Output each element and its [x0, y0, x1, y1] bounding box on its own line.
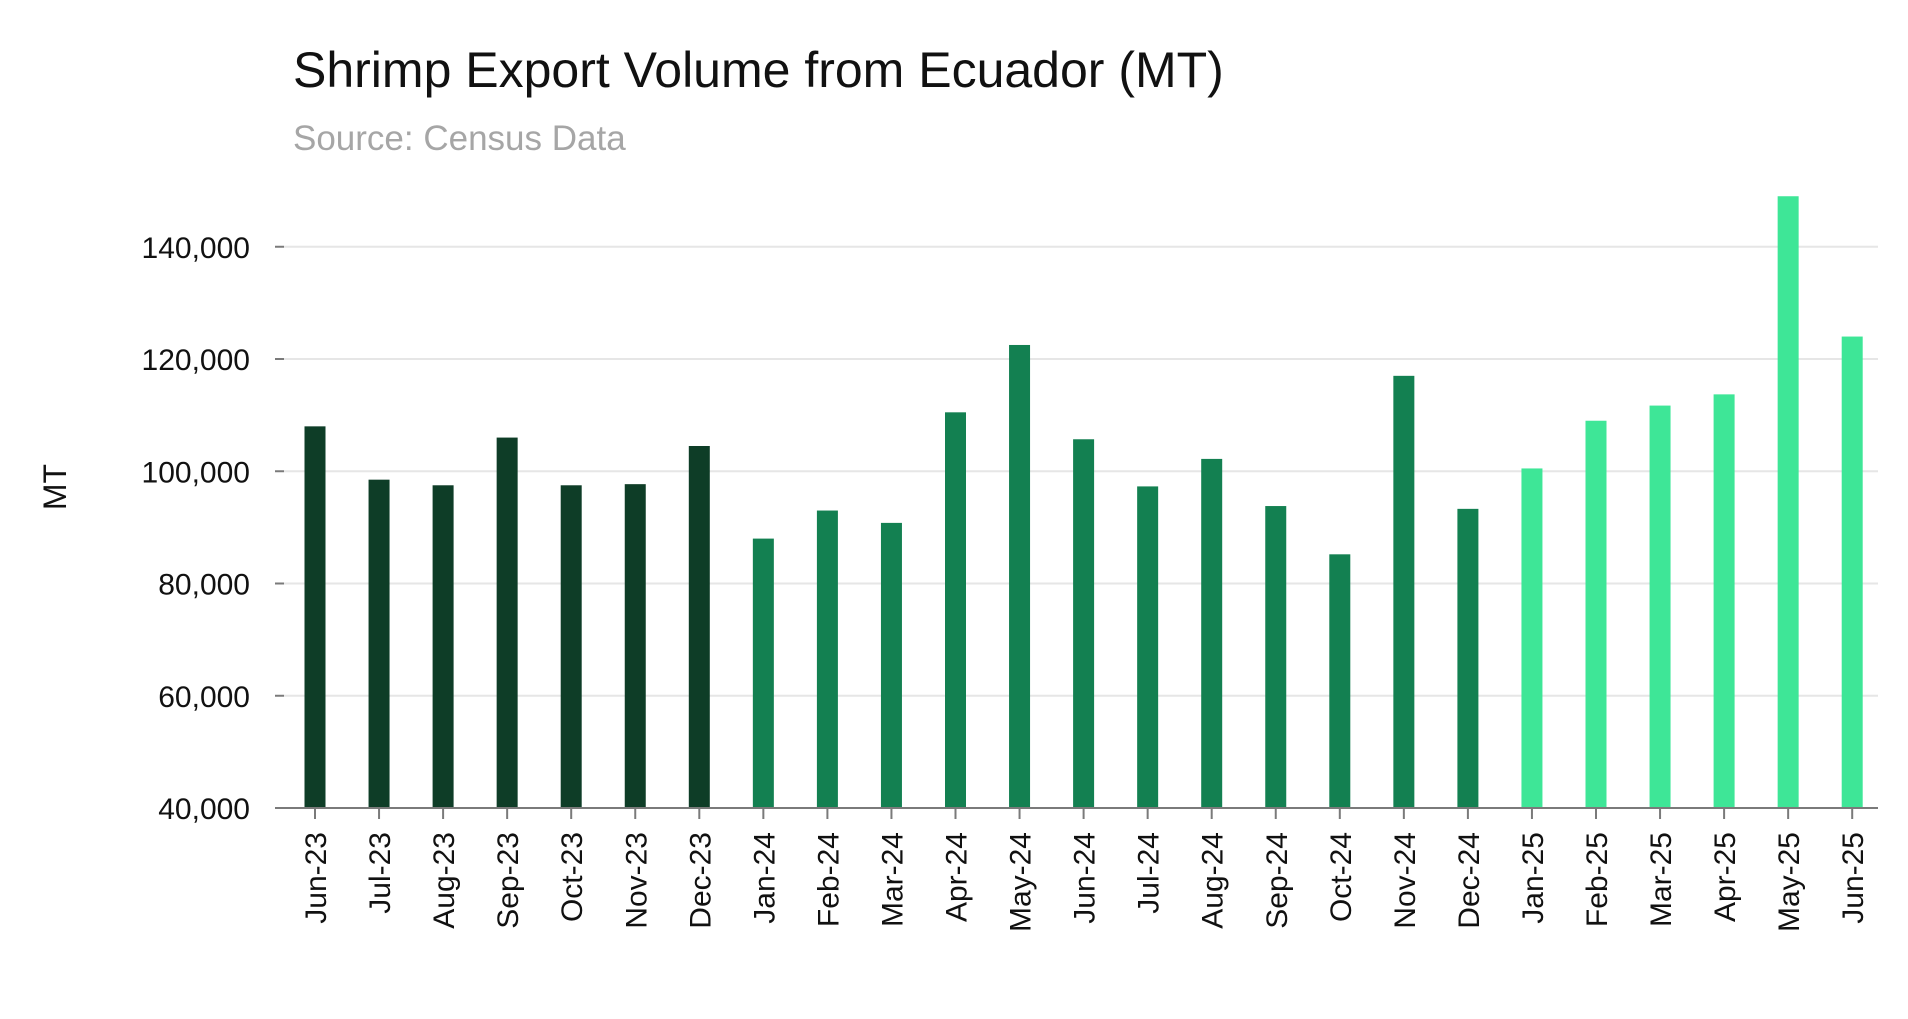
bar-jun-24 [1073, 439, 1095, 808]
x-tick-label: Feb-25 [1581, 832, 1614, 927]
x-tick-label: Nov-23 [620, 832, 653, 929]
chart-subtitle: Source: Census Data [293, 119, 626, 158]
y-ticks: 40,000 60,000 80,000 100,000 120,000 140,000 [142, 232, 284, 826]
y-tick-label: 100,000 [142, 456, 250, 489]
bar-may-24 [1009, 344, 1031, 808]
bar-oct-23 [560, 485, 582, 808]
bar-apr-25 [1713, 394, 1735, 808]
bar-aug-23 [432, 485, 454, 808]
x-tick-label: Jul-24 [1133, 832, 1166, 914]
x-ticks: Jun-23 Jul-23 Aug-23 Sep-23 Oct-23 Nov-23 Dec-… [300, 808, 1870, 932]
bar-jun-23 [304, 426, 326, 808]
x-tick-label: Oct-24 [1325, 832, 1358, 922]
bar-mar-25 [1649, 405, 1671, 808]
bar-aug-24 [1201, 458, 1223, 808]
x-tick-label: Dec-23 [684, 832, 717, 929]
bar-apr-24 [945, 412, 966, 808]
bar-dec-24 [1457, 508, 1479, 808]
bar-jan-25 [1521, 468, 1543, 808]
y-tick-label: 40,000 [158, 793, 250, 826]
x-tick-label: Aug-23 [428, 832, 461, 929]
x-tick-label: Apr-24 [941, 832, 974, 922]
bar-nov-24 [1393, 375, 1415, 808]
y-axis-title: MT [37, 464, 73, 510]
x-tick-label: May-24 [1005, 832, 1038, 932]
bar-jul-23 [368, 479, 390, 808]
x-tick-label: Mar-25 [1645, 832, 1678, 927]
x-tick-label: Sep-24 [1261, 832, 1294, 929]
x-tick-label: Aug-24 [1197, 832, 1230, 929]
bar-jun-25 [1841, 336, 1863, 808]
x-tick-label: Jun-23 [300, 832, 333, 924]
x-tick-label: Jun-24 [1069, 832, 1102, 924]
bars [304, 196, 1863, 809]
x-tick-label: Nov-24 [1389, 832, 1422, 929]
bar-jul-24 [1137, 486, 1159, 808]
bar-sep-23 [496, 437, 518, 808]
x-tick-label: Sep-23 [492, 832, 525, 929]
bar-jan-24 [752, 538, 774, 808]
bar-nov-23 [624, 484, 646, 808]
x-tick-label: Jun-25 [1837, 832, 1870, 924]
y-tick-label: 80,000 [158, 569, 250, 602]
x-tick-label: Mar-24 [876, 832, 909, 927]
chart-title: Shrimp Export Volume from Ecuador (MT) [293, 42, 1224, 98]
y-tick-label: 120,000 [142, 344, 250, 377]
bar-oct-24 [1329, 554, 1351, 808]
x-tick-label: Oct-23 [556, 832, 589, 922]
x-tick-label: May-25 [1773, 832, 1806, 932]
x-tick-label: Dec-24 [1453, 832, 1486, 929]
bar-mar-24 [880, 522, 902, 808]
bar-sep-24 [1265, 506, 1287, 808]
x-tick-label: Jan-25 [1517, 832, 1550, 924]
x-tick-label: Feb-24 [812, 832, 845, 927]
bar-feb-25 [1585, 420, 1607, 808]
bar-feb-24 [816, 510, 838, 808]
bar-dec-23 [688, 445, 710, 808]
x-tick-label: Apr-25 [1709, 832, 1742, 922]
x-tick-label: Jul-23 [364, 832, 397, 914]
bar-may-25 [1777, 196, 1799, 809]
y-tick-label: 140,000 [142, 232, 250, 265]
x-tick-label: Jan-24 [748, 832, 781, 924]
y-tick-label: 60,000 [158, 681, 250, 714]
